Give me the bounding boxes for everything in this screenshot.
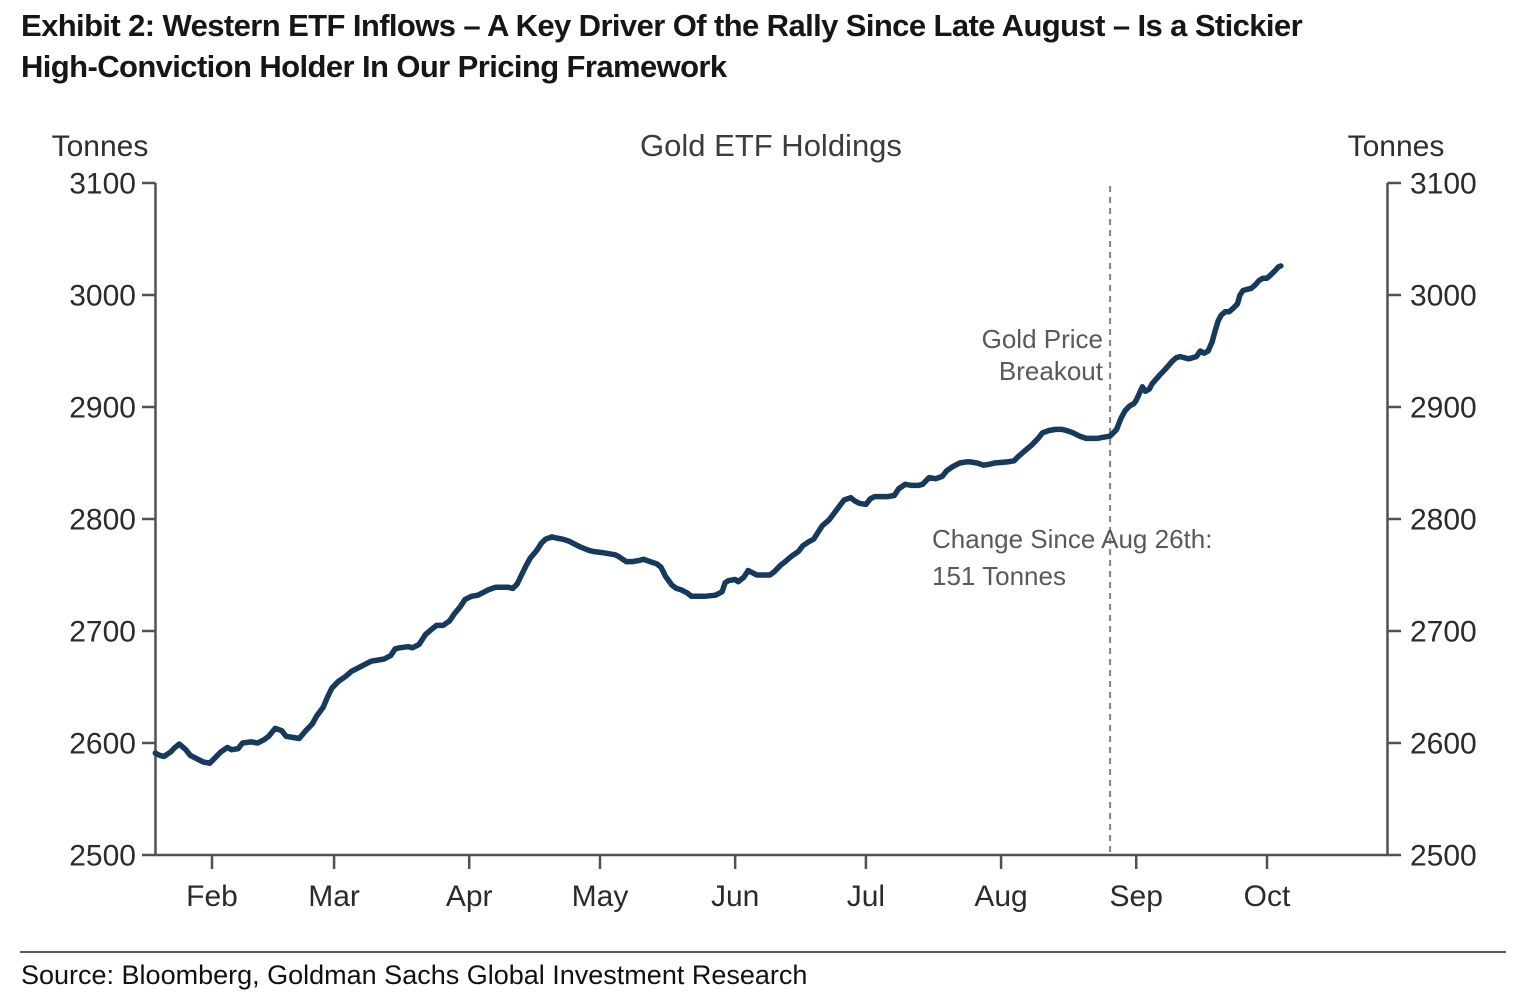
x-tick-label: May: [572, 880, 629, 913]
x-tick-label: Feb: [186, 880, 238, 913]
chart-title: Gold ETF Holdings: [640, 128, 902, 163]
y-tick-label-right: 2800: [1410, 504, 1477, 537]
left-axis-unit-label: Tonnes: [52, 130, 149, 163]
annotation-breakout-line1: Gold Price: [982, 324, 1103, 354]
y-tick-label-left: 3100: [69, 168, 136, 201]
y-tick-label-left: 2800: [69, 504, 136, 537]
x-tick-label: Mar: [308, 880, 360, 913]
annotation-change-line1: Change Since Aug 26th:: [932, 524, 1212, 554]
axis-ticks: 2500 2500 2600 2600 2700 2700 2800 2800 2900 2900…: [69, 168, 1477, 914]
y-tick-label-left: 2900: [69, 392, 136, 425]
footer-divider: [20, 951, 1506, 953]
right-axis-unit-label: Tonnes: [1348, 130, 1445, 163]
x-tick-label: Oct: [1244, 880, 1291, 913]
y-tick-label-left: 2600: [69, 728, 136, 761]
x-tick-label: Jul: [847, 880, 885, 913]
x-tick-label: Aug: [974, 880, 1027, 913]
exhibit-title: Exhibit 2: Western ETF Inflows – A Key D…: [21, 5, 1516, 87]
y-tick-label-right: 2700: [1410, 616, 1477, 649]
x-tick-label: Jun: [711, 880, 759, 913]
series-group: [152, 186, 1284, 855]
y-tick-label-right: 2600: [1410, 728, 1477, 761]
y-tick-label-right: 2500: [1410, 840, 1477, 873]
y-tick-label-left: 2500: [69, 840, 136, 873]
x-tick-label: Apr: [446, 880, 493, 913]
gold-etf-holdings-chart: Tonnes Gold ETF Holdings Tonnes 2500 2500…: [52, 128, 1477, 914]
y-tick-label-left: 3000: [69, 280, 136, 313]
x-tick-label: Sep: [1110, 880, 1163, 913]
exhibit-title-line1: Exhibit 2: Western ETF Inflows – A Key D…: [21, 8, 1303, 43]
gold-etf-holdings-line: [152, 263, 1284, 766]
y-tick-label-right: 3100: [1410, 168, 1477, 201]
annotation-breakout-line2: Breakout: [999, 356, 1104, 386]
exhibit-title-line2: High-Conviction Holder In Our Pricing Fr…: [21, 49, 727, 84]
y-tick-label-right: 3000: [1410, 280, 1477, 313]
y-tick-label-left: 2700: [69, 616, 136, 649]
annotation-change-line2: 151 Tonnes: [932, 561, 1066, 591]
source-note: Source: Bloomberg, Goldman Sachs Global …: [21, 960, 808, 990]
y-tick-label-right: 2900: [1410, 392, 1477, 425]
